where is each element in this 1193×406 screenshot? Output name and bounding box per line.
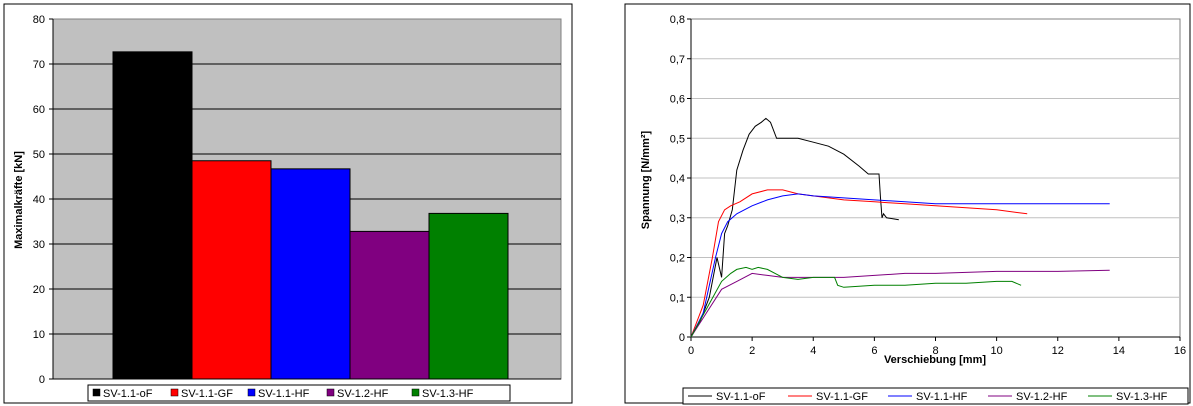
bar-SV-1.1-HF xyxy=(270,168,351,380)
bar-SV-1.2-HF xyxy=(349,230,430,380)
bar-y-tick-label: 80 xyxy=(33,14,45,26)
bar-y-tick-label: 10 xyxy=(33,329,45,341)
bar-series xyxy=(112,51,509,380)
bar-legend-label: SV-1.1-HF xyxy=(258,388,310,400)
line-series xyxy=(690,117,1110,338)
bar-legend-label: SV-1.2-HF xyxy=(337,388,389,400)
line-legend-label: SV-1.1-HF xyxy=(916,391,968,403)
bar-y-tick-label: 40 xyxy=(33,194,45,206)
bar-legend-swatch xyxy=(411,388,420,397)
line-y-tick-label: 0,5 xyxy=(670,133,685,145)
line-x-tick-label: 10 xyxy=(991,345,1003,357)
line-axis-ticks: 0 0,1 0,2 0,3 0,4 0,5 0,6 0,7 0,8 0 2 4 6 8 10 12 14 16 xyxy=(670,14,1186,357)
bar-legend-label: SV-1.3-HF xyxy=(422,388,474,400)
bar-SV-1.1-oF xyxy=(112,51,193,380)
line-legend-label: SV-1.3-HF xyxy=(1116,391,1168,403)
line-series-SV-1.1-HF xyxy=(690,193,1110,338)
line-x-tick-label: 12 xyxy=(1052,345,1064,357)
bar-y-axis-label: Maximalkräfte [kN] xyxy=(13,151,25,249)
line-legend xyxy=(682,387,1189,405)
line-x-tick-label: 4 xyxy=(810,345,816,357)
bar-SV-1.1-GF xyxy=(191,160,272,380)
line-legend-label: SV-1.1-GF xyxy=(816,391,868,403)
line-y-tick-label: 0,4 xyxy=(670,173,685,185)
bar-y-tick-label: 30 xyxy=(33,239,45,251)
bar-SV-1.3-HF xyxy=(428,212,509,380)
bar-legend-swatch xyxy=(92,388,101,397)
bar-y-tick-label: 70 xyxy=(33,59,45,71)
line-y-tick-label: 0,1 xyxy=(670,292,685,304)
bar-y-tick-label: 0 xyxy=(39,374,45,386)
line-y-tick-label: 0,3 xyxy=(670,213,685,225)
line-series-SV-1.1-oF xyxy=(690,117,899,338)
line-y-tick-label: 0,6 xyxy=(670,94,685,106)
line-y-tick-label: 0 xyxy=(679,332,685,344)
line-y-tick-label: 0,8 xyxy=(670,14,685,26)
bar-y-tick-label: 60 xyxy=(33,104,45,116)
bar-legend-swatch xyxy=(326,388,335,397)
bar-legend-label: SV-1.1-GF xyxy=(181,388,233,400)
line-series-SV-1.3-HF xyxy=(690,266,1022,338)
bar-legend-label: SV-1.1-oF xyxy=(103,388,153,400)
line-gridlines xyxy=(691,58,1180,298)
bar-legend-swatch xyxy=(247,388,256,397)
line-legend-label: SV-1.2-HF xyxy=(1016,391,1068,403)
line-x-axis-label: Verschiebung [mm] xyxy=(884,354,986,366)
line-legend-label: SV-1.1-oF xyxy=(716,391,766,403)
line-y-axis-label: Spannung [N/mm²] xyxy=(640,130,652,229)
line-series-SV-1.1-GF xyxy=(690,189,1028,338)
bar-y-tick-label: 20 xyxy=(33,284,45,296)
line-x-tick-label: 0 xyxy=(688,345,694,357)
line-x-tick-label: 16 xyxy=(1174,345,1186,357)
bar-legend-items: SV-1.1-oF SV-1.1-GF SV-1.1-HF SV-1.2-HF SV-1… xyxy=(92,388,474,400)
bar-legend xyxy=(87,384,511,402)
line-x-tick-label: 14 xyxy=(1113,345,1125,357)
line-y-tick-label: 0,2 xyxy=(670,253,685,265)
line-legend-items: SV-1.1-oF SV-1.1-GF SV-1.1-HF SV-1.2-HF SV-1… xyxy=(688,391,1168,403)
line-x-tick-label: 8 xyxy=(932,345,938,357)
bar-y-tick-label: 50 xyxy=(33,149,45,161)
line-y-tick-label: 0,7 xyxy=(670,54,685,66)
line-x-tick-label: 6 xyxy=(871,345,877,357)
bar-legend-swatch xyxy=(170,388,179,397)
line-x-tick-label: 2 xyxy=(749,345,755,357)
